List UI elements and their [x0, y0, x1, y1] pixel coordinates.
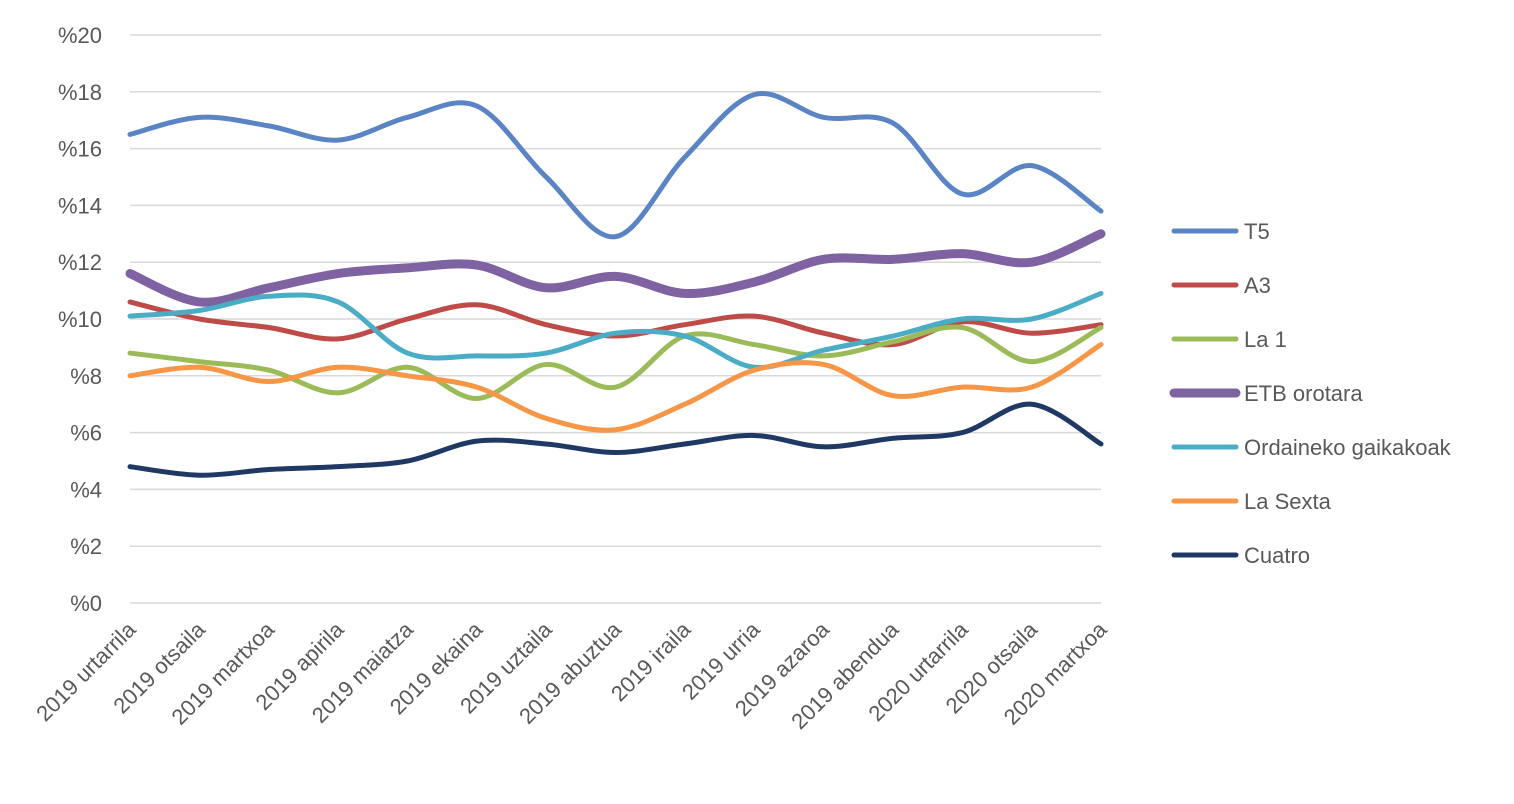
legend-label-ordaineko-gaikakoak: Ordaineko gaikakoak — [1244, 435, 1452, 460]
legend-label-etb-orotara: ETB orotara — [1244, 381, 1363, 406]
series-line-cuatro — [127, 401, 1104, 478]
series-line-la-1 — [127, 324, 1104, 402]
y-tick-label: %14 — [58, 193, 102, 218]
series-line-a3 — [127, 299, 1104, 348]
y-tick-label: %0 — [70, 591, 102, 616]
series-line-t5 — [127, 91, 1104, 240]
y-axis-ticks: %0 %2 %4 %6 %8 %10 %12 %14 %16 %18 %20 — [58, 23, 102, 616]
legend: T5 A3 La 1 ETB orotara Ordaineko gaikakoak La… — [1169, 219, 1452, 568]
y-tick-label: %4 — [70, 477, 102, 502]
y-tick-label: %8 — [70, 364, 102, 389]
series-lines — [125, 91, 1106, 478]
y-tick-label: %10 — [58, 307, 102, 332]
series-line-ordaineko-gaikakoak — [127, 290, 1104, 370]
y-tick-label: %6 — [70, 421, 102, 446]
y-tick-label: %12 — [58, 250, 102, 275]
y-tick-label: %20 — [58, 23, 102, 48]
legend-label-a3: A3 — [1244, 273, 1271, 298]
y-tick-label: %18 — [58, 80, 102, 105]
series-line-la-sexta — [127, 342, 1104, 433]
gridlines — [130, 34, 1101, 604]
y-tick-label: %16 — [58, 137, 102, 162]
legend-label-cuatro: Cuatro — [1244, 543, 1310, 568]
y-tick-label: %2 — [70, 534, 102, 559]
legend-label-la-sexta: La Sexta — [1244, 489, 1332, 514]
series-line-etb-orotara — [125, 229, 1106, 307]
legend-label-t5: T5 — [1244, 219, 1270, 244]
legend-label-la-1: La 1 — [1244, 327, 1287, 352]
